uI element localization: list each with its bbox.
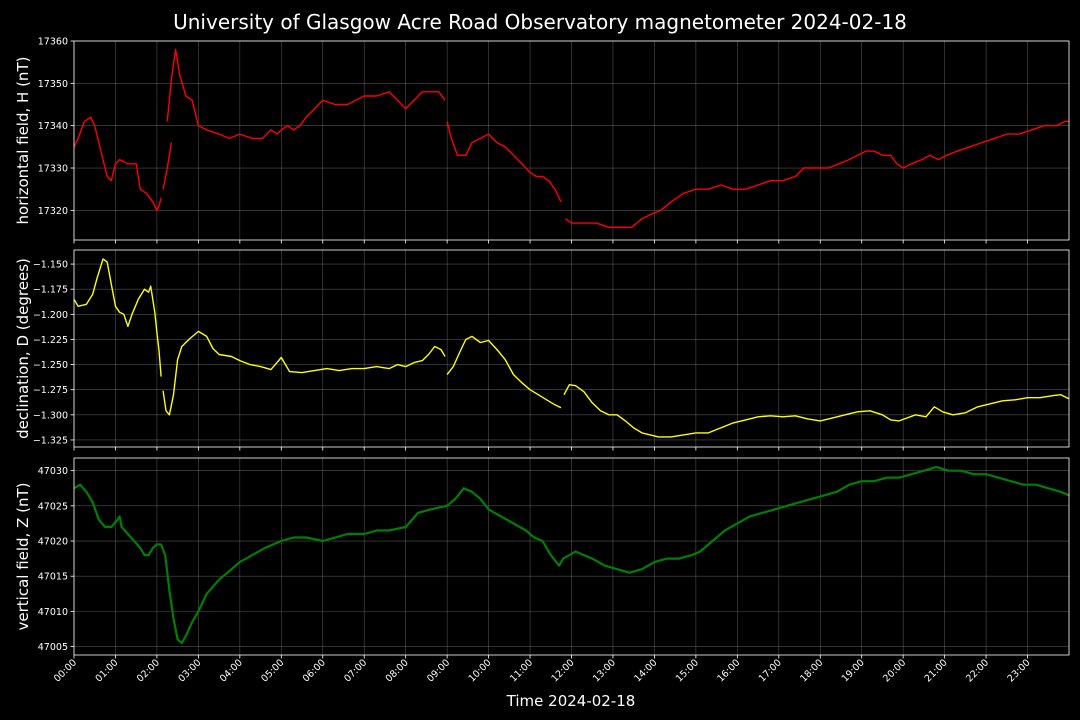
- y-tick-label: −1.300: [33, 410, 68, 421]
- x-axis-label: Time 2024-02-18: [506, 692, 636, 710]
- x-tick-label: 16:00: [715, 657, 742, 684]
- y-tick-label: 17340: [38, 121, 68, 132]
- x-tick-label: 06:00: [301, 657, 328, 684]
- y-axis-label: vertical field, Z (nT): [14, 482, 32, 630]
- series-line: [564, 120, 1069, 229]
- chart-title: University of Glasgow Acre Road Observat…: [173, 10, 907, 34]
- x-tick-label: 02:00: [135, 657, 162, 684]
- x-tick-label: 07:00: [342, 657, 369, 684]
- series-line: [73, 116, 162, 212]
- axes-frame: [73, 457, 1070, 656]
- y-tick-label: 17350: [38, 79, 68, 90]
- x-tick-labels: 00:00 01:00 02:00 03:00 04:00 05:00 06:00 07:00…: [52, 657, 1033, 684]
- x-tick-label: 23:00: [1006, 657, 1033, 684]
- y-tick-label: −1.225: [33, 335, 68, 346]
- x-tick-label: 14:00: [632, 657, 659, 684]
- series-line: [446, 335, 562, 409]
- x-tick-label: 13:00: [591, 657, 618, 684]
- x-tick-label: 08:00: [384, 657, 411, 684]
- x-tick-label: 18:00: [798, 657, 825, 684]
- series-line: [166, 48, 446, 140]
- series-line: [162, 142, 173, 190]
- y-tick-label: −1.175: [33, 285, 68, 296]
- series-line: [73, 258, 162, 377]
- x-tick-label: 22:00: [964, 657, 991, 684]
- x-tick-label: 10:00: [467, 657, 494, 684]
- y-tick-label: 47020: [38, 537, 68, 548]
- y-tick-label: −1.150: [33, 260, 68, 271]
- series-line: [73, 466, 1070, 645]
- x-tick-label: 01:00: [93, 657, 120, 684]
- y-tick-label: −1.275: [33, 385, 68, 396]
- y-tick-label: −1.250: [33, 360, 68, 371]
- axes-frame: [73, 249, 1070, 448]
- panel-2: 47005 47010 47015 47020 47025 47030 vertical f…: [14, 457, 1070, 659]
- x-tick-label: 00:00: [52, 657, 79, 684]
- y-tick-label: 17330: [38, 164, 68, 175]
- series-line: [446, 121, 562, 203]
- series-line: [162, 330, 446, 416]
- x-tick-label: 11:00: [508, 657, 535, 684]
- panels: 17320 17330 17340 17350 17360 horizontal fiel…: [14, 37, 1070, 684]
- y-tick-label: 47025: [38, 501, 68, 512]
- y-tick-label: 47010: [38, 607, 68, 618]
- panel-0: 17320 17330 17340 17350 17360 horizontal fiel…: [14, 37, 1070, 244]
- series-line: [563, 384, 1070, 438]
- x-tick-label: 05:00: [259, 657, 286, 684]
- y-axis-label: horizontal field, H (nT): [14, 57, 32, 225]
- y-tick-label: −1.325: [33, 435, 68, 446]
- x-tick-label: 21:00: [923, 657, 950, 684]
- x-tick-label: 17:00: [757, 657, 784, 684]
- x-tick-label: 04:00: [218, 657, 245, 684]
- y-tick-label: 47005: [38, 642, 68, 653]
- y-tick-label: −1.200: [33, 310, 68, 321]
- x-tick-label: 15:00: [674, 657, 701, 684]
- panel-1: −1.325 −1.300 −1.275 −1.250 −1.225 −1.200 −1.1…: [14, 249, 1070, 451]
- y-tick-label: 47015: [38, 572, 68, 583]
- y-tick-label: 17320: [38, 206, 68, 217]
- x-tick-label: 03:00: [176, 657, 203, 684]
- x-tick-label: 20:00: [881, 657, 908, 684]
- axes-frame: [73, 40, 1070, 241]
- y-tick-label: 17360: [38, 37, 68, 48]
- x-tick-label: 09:00: [425, 657, 452, 684]
- x-tick-label: 19:00: [840, 657, 867, 684]
- x-tick-label: 12:00: [549, 657, 576, 684]
- y-axis-label: declination, D (degrees): [14, 258, 32, 439]
- y-tick-label: 47030: [38, 466, 68, 477]
